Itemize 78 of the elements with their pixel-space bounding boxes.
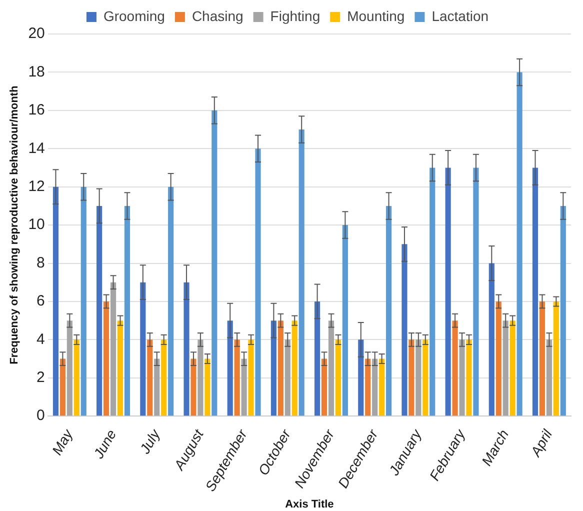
- y-tick-label: 18: [28, 63, 45, 80]
- bar: [117, 320, 124, 416]
- legend-label: Lactation: [432, 8, 489, 24]
- y-tick-label: 8: [36, 254, 45, 272]
- bar: [204, 358, 210, 416]
- bar: [255, 148, 261, 416]
- bar: [466, 340, 472, 416]
- bar: [147, 340, 153, 416]
- y-tick-label: 14: [28, 140, 45, 157]
- bar: [270, 320, 276, 416]
- bar: [510, 320, 516, 416]
- bar: [298, 130, 304, 416]
- bar: [328, 320, 334, 416]
- bar: [52, 186, 59, 416]
- y-tick-label: 10: [28, 216, 45, 234]
- bar: [516, 72, 522, 416]
- bar: [488, 263, 494, 416]
- bar: [386, 206, 392, 416]
- y-tick-label: 20: [28, 25, 45, 42]
- bar: [560, 206, 566, 416]
- bar: [459, 340, 465, 416]
- bar: [358, 340, 364, 416]
- y-tick-label: 6: [36, 292, 45, 310]
- y-tick-label: 4: [36, 330, 45, 348]
- bar: [365, 358, 371, 416]
- bar: [60, 358, 66, 416]
- bar: [546, 340, 552, 416]
- bar: [227, 320, 233, 416]
- bar: [104, 301, 110, 416]
- bar: [553, 301, 559, 416]
- y-tick-label: 2: [36, 369, 45, 386]
- bar: [110, 282, 116, 416]
- legend-label: Grooming: [103, 8, 165, 24]
- bar: [430, 168, 436, 416]
- bar: [342, 225, 348, 416]
- bar: [292, 320, 298, 416]
- bar: [314, 301, 320, 416]
- bar: [502, 320, 508, 416]
- bar: [278, 320, 284, 416]
- bar: [335, 340, 342, 416]
- bar: [248, 340, 254, 416]
- bar: [372, 358, 378, 416]
- bar: [379, 358, 385, 416]
- x-axis-title: Axis Title: [285, 498, 334, 510]
- bar: [452, 320, 458, 416]
- bar: [184, 282, 190, 416]
- bar: [416, 340, 422, 416]
- bar: [241, 358, 247, 416]
- bar: [190, 358, 196, 416]
- y-axis-title: Frequency of showing reproductive behaviour/month: [8, 85, 21, 364]
- bar: [539, 301, 546, 416]
- legend-label: Chasing: [192, 8, 244, 24]
- bar: [321, 358, 328, 416]
- bar: [168, 186, 174, 416]
- bar: [124, 206, 130, 416]
- bar: [496, 301, 502, 416]
- bar: [408, 340, 414, 416]
- y-tick-label: 16: [28, 102, 45, 119]
- bar: [422, 340, 428, 416]
- bar: [154, 358, 160, 416]
- bar: [80, 186, 86, 416]
- y-tick-label: 0: [36, 407, 45, 424]
- legend-label: Fighting: [270, 8, 320, 24]
- bar: [74, 340, 80, 416]
- legend-label: Mounting: [347, 8, 405, 24]
- bar: [445, 168, 451, 416]
- bar: [473, 168, 479, 416]
- bar: [96, 206, 102, 416]
- bar: [234, 340, 240, 416]
- bar: [161, 340, 167, 416]
- bar: [212, 110, 218, 416]
- y-tick-label: 12: [28, 178, 45, 195]
- bar: [284, 340, 290, 416]
- bar: [532, 168, 538, 416]
- bar: [402, 244, 408, 416]
- bar: [66, 320, 72, 416]
- bar: [140, 282, 146, 416]
- bar: [198, 340, 204, 416]
